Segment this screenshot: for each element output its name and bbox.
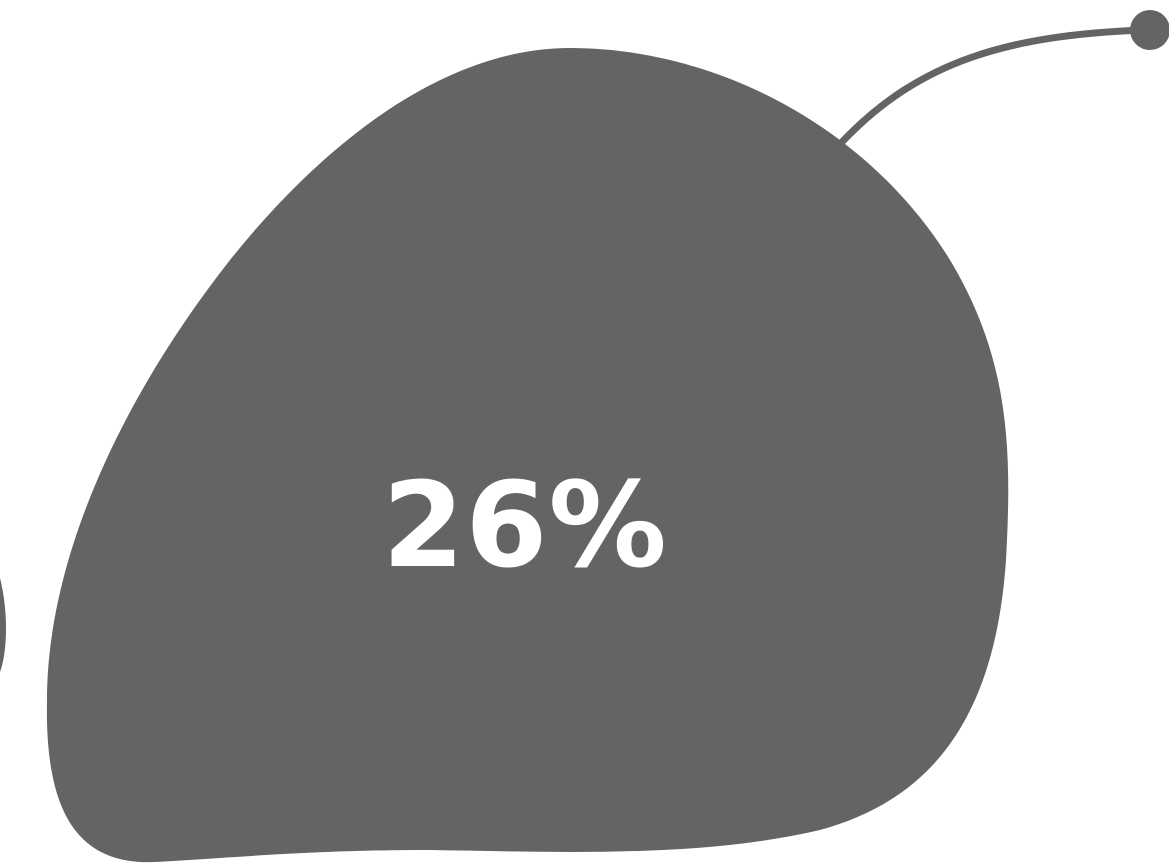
connector-dot — [1130, 10, 1169, 50]
connector-line — [838, 26, 1149, 146]
percentage-value: 26% — [382, 456, 668, 594]
edge-shape — [0, 578, 6, 672]
main-blob — [46, 48, 1009, 863]
